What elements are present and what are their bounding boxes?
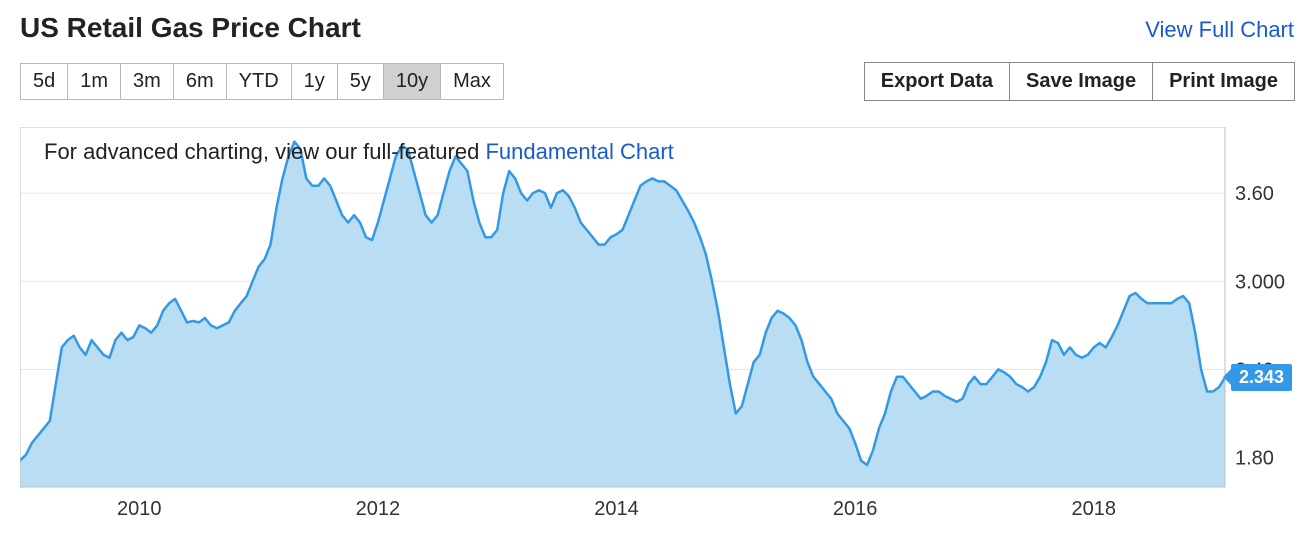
range-max-button[interactable]: Max [440, 63, 504, 100]
range-ytd-button[interactable]: YTD [226, 63, 292, 100]
save-image-button[interactable]: Save Image [1009, 62, 1153, 101]
svg-text:2016: 2016 [833, 498, 878, 520]
range-3m-button[interactable]: 3m [120, 63, 174, 100]
range-5d-button[interactable]: 5d [20, 63, 68, 100]
svg-text:1.80: 1.80 [1235, 448, 1274, 470]
svg-text:2012: 2012 [356, 498, 401, 520]
advanced-charting-note: For advanced charting, view our full-fea… [44, 139, 674, 165]
range-10y-button[interactable]: 10y [383, 63, 441, 100]
svg-text:2018: 2018 [1072, 498, 1117, 520]
svg-text:2010: 2010 [117, 498, 162, 520]
range-6m-button[interactable]: 6m [173, 63, 227, 100]
current-value-badge: 2.343 [1231, 364, 1292, 391]
svg-text:3.000: 3.000 [1235, 271, 1285, 293]
export-data-button[interactable]: Export Data [864, 62, 1010, 101]
print-image-button[interactable]: Print Image [1152, 62, 1295, 101]
view-full-chart-link[interactable]: View Full Chart [1145, 17, 1294, 43]
range-1y-button[interactable]: 1y [291, 63, 338, 100]
range-1m-button[interactable]: 1m [67, 63, 121, 100]
svg-text:2014: 2014 [594, 498, 639, 520]
fundamental-chart-link[interactable]: Fundamental Chart [485, 139, 673, 164]
chart-container: For advanced charting, view our full-fea… [20, 127, 1294, 527]
price-chart: 1.802.403.0003.6020102012201420162018 [20, 127, 1294, 527]
range-button-group: 5d 1m 3m 6m YTD 1y 5y 10y Max [20, 63, 503, 100]
chart-title: US Retail Gas Price Chart [20, 12, 361, 44]
svg-text:3.60: 3.60 [1235, 183, 1274, 205]
range-5y-button[interactable]: 5y [337, 63, 384, 100]
action-button-group: Export Data Save Image Print Image [864, 62, 1294, 101]
advanced-note-prefix: For advanced charting, view our full-fea… [44, 139, 485, 164]
